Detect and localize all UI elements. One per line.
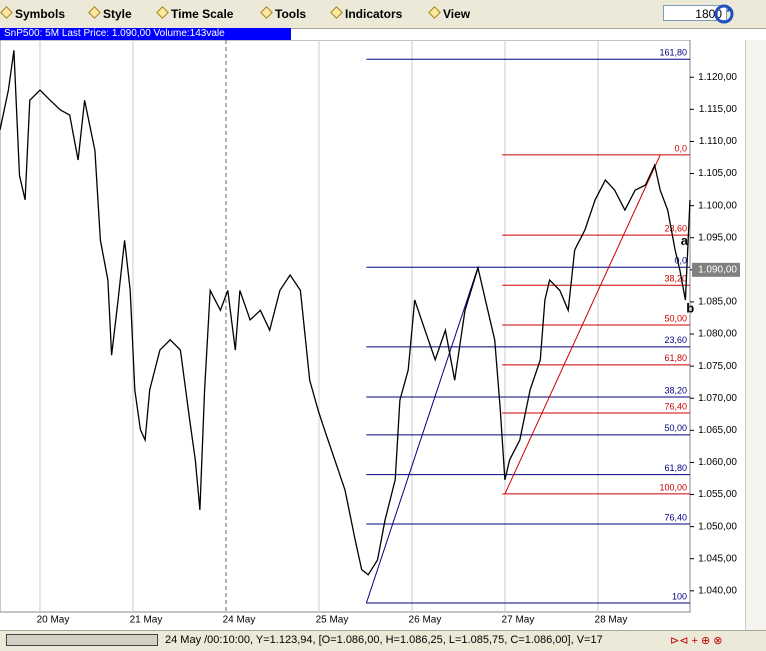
y-tick-label: 1.095,00 [698,232,737,243]
time-scrollbar[interactable] [6,634,158,646]
y-tick-label: 1.055,00 [698,489,737,500]
trend-line [365,267,479,604]
menu-item[interactable]: Tools [262,7,306,21]
menu-item[interactable]: Indicators [332,7,402,21]
scrollbar[interactable] [745,40,766,630]
y-tick-label: 1.085,00 [698,297,737,308]
plot-frame [0,40,691,613]
menu-item[interactable]: Time Scale [158,7,233,21]
zoom-controls[interactable]: ⊳⊲ + ⊕ ⊗ [668,632,728,648]
refresh-button[interactable] [713,4,735,24]
menu-item[interactable]: Symbols [2,7,65,21]
y-tick-label: 1.110,00 [699,136,738,147]
fib-label: 0,0 [674,143,687,153]
fib-label: 50,00 [664,423,687,433]
x-tick-label: 28 May [595,615,628,626]
fib-label: 76,40 [664,401,687,411]
y-tick-label: 1.115,00 [699,104,738,115]
y-tick-label: 1.065,00 [698,425,737,436]
fib-label: 61,80 [664,463,687,473]
y-tick-label: 1.075,00 [698,361,737,372]
y-tick-label: 1.050,00 [698,521,737,532]
x-tick-label: 27 May [502,615,535,626]
fib-label: 23,60 [664,335,687,345]
fib-label: 50,00 [664,313,687,323]
annotation: b [686,300,694,315]
annotation: a [681,233,689,248]
y-tick-label: 1.060,00 [698,457,737,468]
status-bar: 24 May /00:10:00, Y=1.123,94, [O=1.086,0… [0,630,766,651]
trend-line [504,154,661,495]
fib-label: 76,40 [664,512,687,522]
fib-label: 161,80 [659,48,687,58]
y-tick-label: 1.080,00 [698,329,737,340]
y-tick-label: 1.070,00 [698,393,737,404]
fib-label: 0,0 [674,256,687,266]
last-price-box [692,262,740,277]
y-tick-label: 1.045,00 [698,553,737,564]
y-tick-label: 1.040,00 [698,585,737,596]
chart-header: SnP500: 5M Last Price: 1.090,00 Volume:1… [0,28,291,40]
x-tick-label: 21 May [130,615,163,626]
fib-label: 23,60 [664,224,687,234]
fib-label: 100,00 [659,482,687,492]
y-tick-label: 1.105,00 [698,168,737,179]
fib-label: 38,20 [664,274,687,284]
menu-item[interactable]: Style [90,7,132,21]
fib-label: 100 [672,591,687,601]
status-text: 24 May /00:10:00, Y=1.123,94, [O=1.086,0… [165,634,603,646]
x-tick-label: 20 May [37,615,70,626]
fib-label: 38,20 [664,385,687,395]
x-tick-label: 25 May [316,615,349,626]
y-tick-label: 1.100,00 [698,200,737,211]
toolbar: Symbols Style Time Scale Tools Indicator… [0,0,766,29]
x-tick-label: 26 May [409,615,442,626]
svg-text:⊳⊲ + ⊕ ⊗: ⊳⊲ + ⊕ ⊗ [670,635,722,647]
menu-item[interactable]: View [430,7,470,21]
x-tick-label: 24 May [223,615,256,626]
price-line [0,50,691,576]
last-price-label: 1.090,00 [698,264,737,275]
chart: 20 May 21 May 24 May 25 May 26 May 27 May 28 M… [0,40,740,626]
fib-label: 61,80 [664,353,687,363]
y-tick-label: 1.120,00 [698,72,737,83]
